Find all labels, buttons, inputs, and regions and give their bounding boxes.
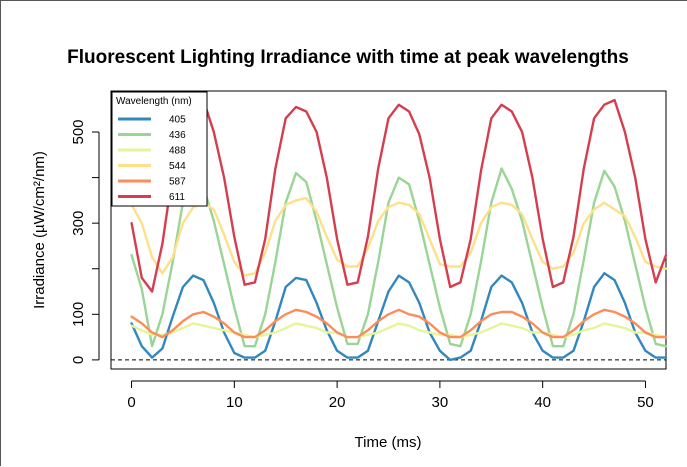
legend-label-405: 405 (169, 115, 186, 126)
x-axis-label: Time (ms) (355, 434, 422, 451)
series-line-405 (130, 272, 668, 362)
series-line-488 (130, 322, 668, 339)
series-line-544 (130, 196, 668, 277)
legend-title: Wavelength (nm) (116, 96, 192, 107)
legend-items: 405 436 488 544 587 611 (118, 115, 186, 203)
legend-label-488: 488 (169, 146, 186, 157)
chart-title: Fluorescent Lighting Irradiance with tim… (67, 47, 629, 68)
y-axis: 0 100 300 500 (70, 119, 100, 364)
series-line-436 (130, 167, 668, 348)
x-tick-label: 10 (226, 394, 243, 411)
y-tick-label: 500 (70, 119, 87, 144)
legend: Wavelength (nm) 405 436 488 544 587 611 (111, 91, 208, 207)
series-line-587 (130, 308, 668, 339)
y-tick-label: 100 (70, 302, 87, 327)
legend-label-611: 611 (169, 192, 185, 203)
x-tick-label: 30 (432, 394, 449, 411)
x-axis: 0 10 20 30 40 50 (127, 380, 654, 411)
x-tick-label: 50 (637, 394, 654, 411)
legend-label-436: 436 (169, 130, 186, 141)
series-line-611 (130, 98, 668, 293)
x-tick-label: 20 (329, 394, 346, 411)
legend-label-544: 544 (169, 161, 186, 172)
y-tick-label: 0 (70, 356, 87, 364)
legend-label-587: 587 (169, 177, 186, 188)
y-axis-label: Irradiance (µW/cm²/nm) (31, 151, 48, 309)
x-tick-label: 40 (534, 394, 551, 411)
x-tick-label: 0 (127, 394, 135, 411)
series-layer (130, 98, 668, 362)
plot-area (110, 90, 667, 370)
y-tick-label: 300 (70, 211, 87, 236)
